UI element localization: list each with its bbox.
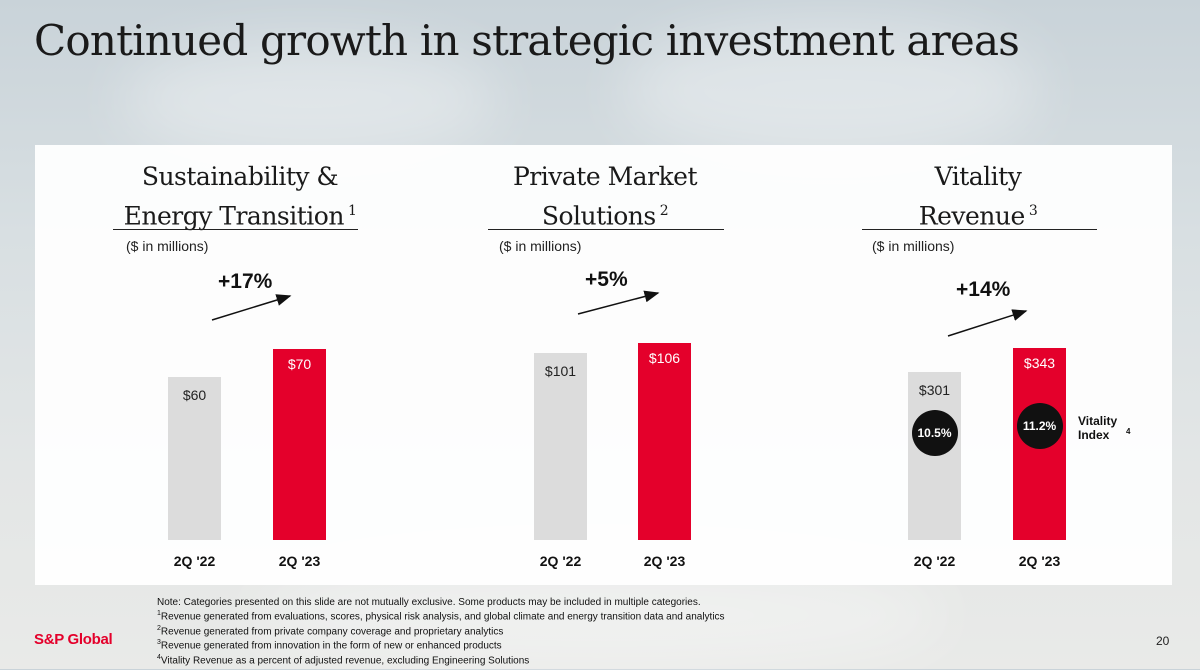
vitality-index-text: Vitality Index xyxy=(1078,414,1118,442)
chart-1-category-label-2: 2Q '23 xyxy=(278,553,321,569)
vitality-index-circle-1: 10.5% xyxy=(911,410,958,456)
chart-2-title-line-2: Solutions xyxy=(541,201,656,231)
chart-2-value-label-2: $106 xyxy=(648,350,681,367)
footnotes: Note: Categories presented on this slide… xyxy=(157,597,725,666)
chart-1-footnote-ref: 1 xyxy=(347,203,357,219)
footnote-note: Note: Categories presented on this slide… xyxy=(157,597,725,608)
footnote-3-text: Revenue generated from innovation in the… xyxy=(160,640,502,652)
chart-1-unit-label: ($ in millions) xyxy=(126,238,209,254)
footnote-2-text: Revenue generated from private company c… xyxy=(160,626,504,638)
footnote-1-text: Revenue generated from evaluations, scor… xyxy=(160,611,725,623)
chart-2-title: Private Market Solutions 2 xyxy=(480,160,730,233)
vitality-index-footnote-ref: 4 xyxy=(1126,427,1131,436)
chart-3-value-label-2: $343 xyxy=(1023,355,1056,372)
chart-2-category-label-2: 2Q '23 xyxy=(643,553,686,569)
footnote-4: 4Vitality Revenue as a percent of adjust… xyxy=(157,653,530,667)
page-title: Continued growth in strategic investment… xyxy=(34,16,1020,65)
chart-1-title-line-2: Energy Transition xyxy=(123,201,345,231)
chart-3-title-line-2: Revenue xyxy=(918,201,1026,231)
footnote-4-text: Vitality Revenue as a percent of adjuste… xyxy=(160,655,530,667)
chart-3-growth-label: +14% xyxy=(956,278,1011,301)
chart-1-value-label-2: $70 xyxy=(287,356,312,373)
chart-2-category-label-1: 2Q '22 xyxy=(539,553,582,569)
chart-3-category-label-2: 2Q '23 xyxy=(1018,553,1061,569)
footnote-2: 2Revenue generated from private company … xyxy=(157,624,504,638)
chart-2-title-line-1: Private Market xyxy=(512,162,698,191)
footnote-3: 3Revenue generated from innovation in th… xyxy=(157,639,502,652)
chart-1-bar-1 xyxy=(168,376,221,540)
chart-2-value-label-1: $101 xyxy=(544,362,577,379)
chart-3-footnote-ref: 3 xyxy=(1028,203,1038,219)
vitality-index-label: Vitality Index 4 xyxy=(1078,414,1130,442)
footnote-note-text: Note: Categories presented on this slide… xyxy=(157,597,701,608)
chart-1-growth-label: +17% xyxy=(218,270,273,293)
chart-3-title: Vitality Revenue 3 xyxy=(853,160,1103,233)
chart-2-bar-2 xyxy=(638,343,691,540)
chart-2-unit-label: ($ in millions) xyxy=(499,238,582,254)
footnote-1: 1Revenue generated from evaluations, sco… xyxy=(157,610,725,623)
charts-panel xyxy=(35,145,1172,585)
page-number: 20 xyxy=(1156,634,1170,648)
chart-1-value-label-1: $60 xyxy=(182,386,207,403)
chart-1-title-rule xyxy=(113,229,358,230)
chart-3-unit-label: ($ in millions) xyxy=(872,238,955,254)
chart-2-title-rule xyxy=(488,229,724,230)
sp-global-logo: S&P Global xyxy=(34,631,113,648)
growth-arrow-2 xyxy=(577,290,660,315)
chart-3-value-label-1: $301 xyxy=(918,381,951,398)
chart-1-category-label-1: 2Q '22 xyxy=(173,553,216,569)
vitality-index-circle-2: 11.2% xyxy=(1016,403,1063,449)
chart-1-title: Sustainability & Energy Transition 1 xyxy=(115,160,365,233)
growth-arrow-1 xyxy=(211,294,292,321)
chart-3-title-line-1: Vitality xyxy=(934,162,1022,191)
chart-2-footnote-ref: 2 xyxy=(659,203,669,219)
chart-2-growth-label: +5% xyxy=(585,268,628,291)
chart-1-bar-2 xyxy=(273,349,326,540)
chart-1-title-line-1: Sustainability & xyxy=(141,162,339,191)
chart-3-category-label-1: 2Q '22 xyxy=(913,553,956,569)
chart-3-title-rule xyxy=(862,229,1097,230)
growth-arrow-3 xyxy=(947,309,1028,337)
chart-2-bar-1 xyxy=(534,352,587,540)
